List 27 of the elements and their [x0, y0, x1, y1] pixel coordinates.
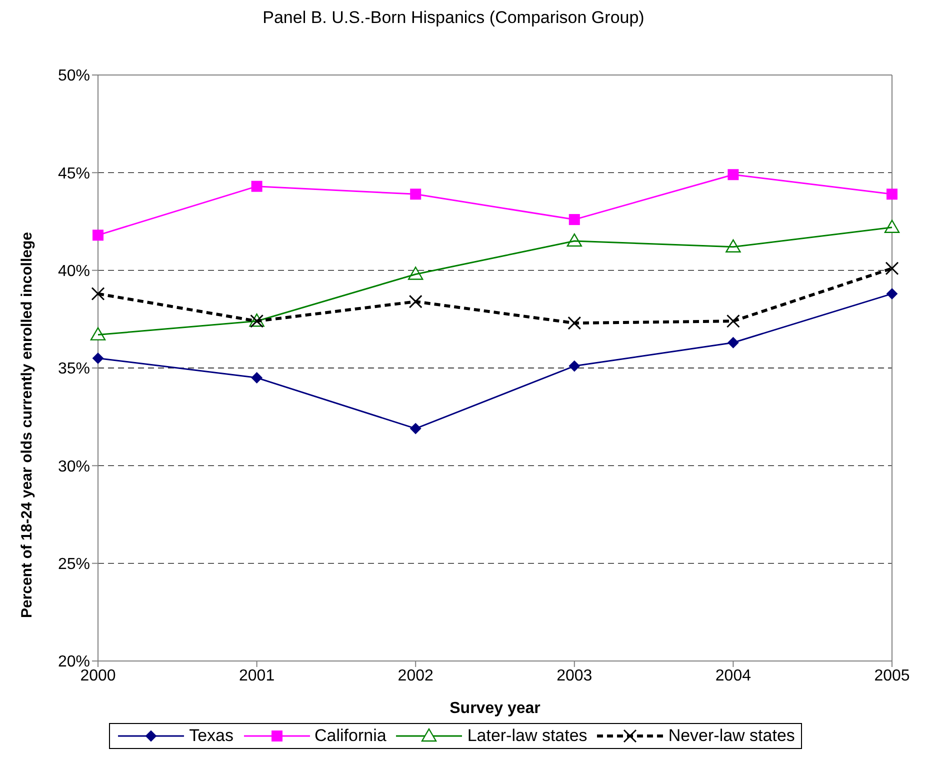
- point: [884, 220, 900, 233]
- legend-label: Never-law states: [668, 726, 795, 746]
- y-axis-title: Percent of 18-24 year olds currently enrolled incollege: [18, 232, 36, 618]
- y-tick-label: 35%: [58, 360, 90, 378]
- y-tick-label: 30%: [58, 458, 90, 476]
- x-tick-label: 2005: [874, 667, 910, 684]
- point: [408, 294, 422, 308]
- legend-label: California: [314, 726, 386, 746]
- x-tick-label: 2001: [239, 667, 275, 684]
- point: [886, 188, 898, 200]
- x-tick-label: 2004: [715, 667, 752, 684]
- point: [568, 316, 582, 330]
- point: [885, 262, 899, 276]
- x-axis-title: Survey year: [450, 700, 540, 717]
- point: [91, 287, 105, 301]
- y-tick-label: 25%: [58, 556, 90, 574]
- legend-label: Later-law states: [467, 726, 588, 746]
- y-tick-label: 40%: [58, 263, 90, 280]
- legend-label: Texas: [189, 726, 234, 746]
- y-tick-label: 45%: [58, 165, 90, 182]
- x-tick-label: 2000: [80, 667, 116, 684]
- point: [92, 230, 104, 241]
- x-tick-label: 2003: [556, 667, 592, 684]
- x-tick-label: 2002: [398, 667, 434, 684]
- chart-title: Panel B. U.S.-Born Hispanics (Comparison Group): [262, 8, 646, 28]
- y-tick-label: 50%: [58, 68, 90, 85]
- point: [726, 314, 740, 328]
